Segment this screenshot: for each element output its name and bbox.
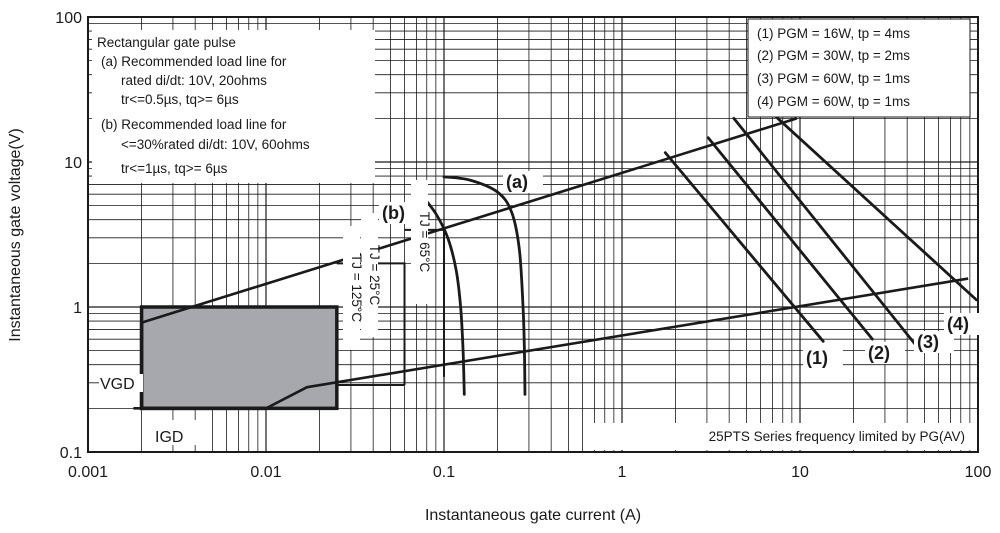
curve-label-bg bbox=[803, 347, 843, 369]
gate-trigger-region bbox=[139, 305, 339, 411]
y-tick-label: 10 bbox=[64, 155, 82, 172]
text-labels: Rectangular gate pulse (a) Recommended lo… bbox=[7, 10, 991, 524]
x-tick-label: 0.001 bbox=[68, 464, 108, 481]
tj-label-bg bbox=[343, 226, 360, 350]
x-tick-label: 10 bbox=[791, 464, 809, 481]
y-axis-label: Instantaneous gate voltage(V) bbox=[7, 128, 24, 341]
note-line: tr<=0.5µs, tq>= 6µs bbox=[121, 92, 239, 107]
bottom-note-box bbox=[588, 423, 976, 450]
gate-regions bbox=[139, 228, 445, 411]
series-lines bbox=[133, 104, 978, 411]
y-tick-label: 100 bbox=[55, 10, 82, 27]
legend-entry: (2) PGM = 30W, tp = 2ms bbox=[757, 48, 910, 63]
y-tick-label: 1 bbox=[73, 300, 82, 317]
x-tick-label: 100 bbox=[965, 464, 992, 481]
curve-label: (1) bbox=[806, 348, 828, 368]
x-tick-label: 1 bbox=[618, 464, 627, 481]
series-line-4 bbox=[762, 104, 978, 302]
x-tick-label: 0.1 bbox=[433, 464, 455, 481]
curve-label: (a) bbox=[506, 172, 528, 192]
notes-box bbox=[92, 30, 375, 183]
plot-frame bbox=[87, 16, 979, 453]
vgd-igd-boundary bbox=[139, 322, 266, 411]
curve-label-bg bbox=[914, 331, 954, 353]
legend-entry: (1) PGM = 16W, tp = 4ms bbox=[757, 26, 910, 41]
curve-label: (b) bbox=[382, 203, 405, 223]
note-line: tr<=1µs, tq>= 6µs bbox=[121, 161, 228, 176]
bottom-note: 25PTS Series frequency limited by PG(AV) bbox=[709, 429, 965, 444]
note-line: Rectangular gate pulse bbox=[97, 35, 236, 50]
curve-label-bg bbox=[503, 171, 543, 193]
series-line-2 bbox=[706, 136, 874, 341]
curve-label-bg bbox=[944, 313, 984, 335]
note-line: rated di/dt: 10V, 20ohms bbox=[121, 73, 267, 88]
curve-label-bg bbox=[379, 202, 419, 224]
curve-label-bg bbox=[865, 342, 905, 364]
series-line-1 bbox=[663, 151, 825, 343]
igd-label: IGD bbox=[155, 429, 183, 446]
note-line: (b) Recommended load line for bbox=[101, 117, 287, 132]
plot-border bbox=[87, 16, 979, 453]
note-line: <=30%rated di/dt: 10V, 60ohms bbox=[121, 137, 310, 152]
series-line-3 bbox=[732, 116, 916, 345]
igd-label-bg bbox=[150, 420, 200, 445]
tj-label: TJ = 25°C bbox=[367, 245, 382, 306]
vgd-label: VGD bbox=[100, 376, 135, 393]
curve-label: (3) bbox=[917, 332, 939, 352]
legend-entry: (4) PGM = 60W, tp = 1ms bbox=[757, 94, 910, 109]
tj-label-bg bbox=[361, 213, 378, 337]
y-tick-label: 0.1 bbox=[60, 445, 82, 462]
tj-label: TJ = 65°C bbox=[417, 212, 432, 273]
series-line-a bbox=[442, 175, 527, 396]
x-axis-label: Instantaneous gate current (A) bbox=[425, 507, 641, 524]
x-tick-label: 0.01 bbox=[250, 464, 281, 481]
series-line-b bbox=[420, 193, 466, 396]
annotation-boxes bbox=[92, 18, 984, 450]
tj-label: TJ = 125°C bbox=[349, 254, 364, 322]
vgd-label-bg bbox=[99, 374, 143, 392]
curve-label: (2) bbox=[868, 343, 890, 363]
note-line: (a) Recommended load line for bbox=[101, 54, 287, 69]
legend-box bbox=[747, 18, 971, 118]
legend-entry: (3) PGM = 60W, tp = 1ms bbox=[757, 71, 910, 86]
curve-label: (4) bbox=[947, 314, 969, 334]
load-line-upper bbox=[141, 117, 798, 324]
